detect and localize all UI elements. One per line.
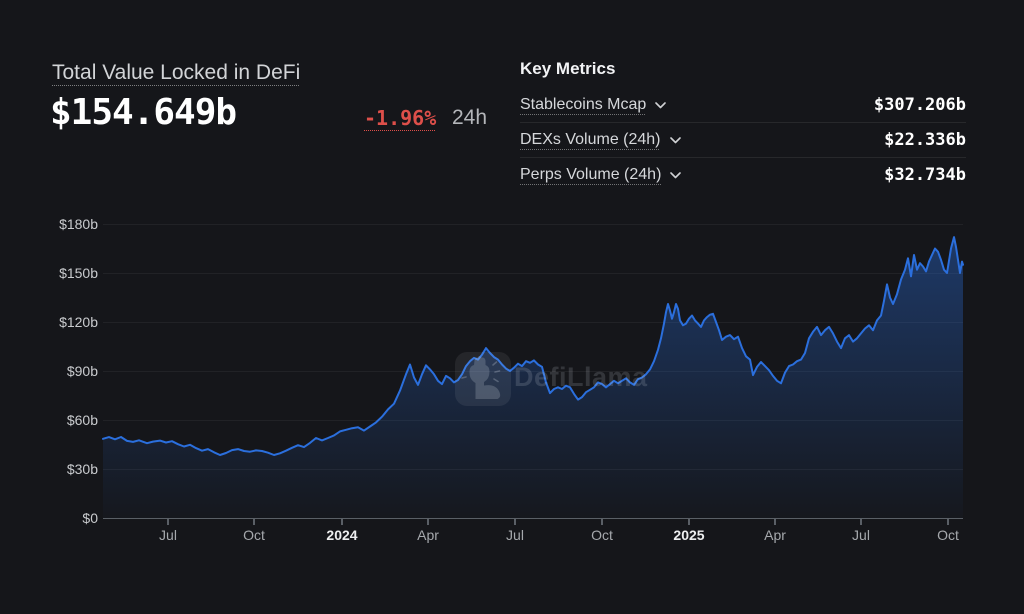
tvl-series-canvas[interactable]	[102, 224, 964, 518]
metric-label[interactable]: DEXs Volume (24h)	[520, 131, 661, 148]
metric-row: Perps Volume (24h) $32.734b	[520, 158, 966, 192]
tvl-change-badge[interactable]: -1.96%	[364, 106, 437, 130]
x-axis-label: 2025	[673, 527, 705, 543]
x-axis-tick	[947, 518, 949, 525]
x-axis-label: Jul	[852, 527, 870, 543]
tvl-value: $154.649b	[50, 92, 237, 133]
x-axis-tick	[167, 518, 169, 525]
x-axis-label: Oct	[937, 527, 959, 543]
metric-row: Stablecoins Mcap $307.206b	[520, 88, 966, 123]
x-axis-label: Apr	[417, 527, 439, 543]
chevron-down-icon[interactable]	[655, 101, 667, 109]
tvl-area-fill	[103, 237, 963, 518]
watermark-text: DefiLlama	[514, 362, 648, 392]
metric-value: $22.336b	[884, 130, 966, 150]
metric-label[interactable]: Stablecoins Mcap	[520, 96, 647, 113]
tvl-change-period: 24h	[452, 106, 488, 129]
y-axis-label: $120b	[59, 314, 98, 330]
y-gridline	[103, 273, 963, 274]
x-axis-label: Jul	[159, 527, 177, 543]
metric-label[interactable]: Perps Volume (24h)	[520, 166, 662, 183]
x-axis-label: Oct	[591, 527, 613, 543]
y-axis-label: $60b	[66, 412, 98, 428]
metric-value: $32.734b	[884, 165, 966, 185]
key-metrics-rows: Stablecoins Mcap $307.206b DEXs Volume (24…	[520, 88, 966, 192]
x-axis-label: 2024	[326, 527, 358, 543]
x-axis-label: Jul	[506, 527, 524, 543]
key-metrics-title: Key Metrics	[520, 59, 616, 78]
chevron-down-icon[interactable]	[669, 136, 681, 144]
tvl-line-series	[102, 236, 964, 456]
y-axis-label: $30b	[66, 461, 98, 477]
chevron-down-icon[interactable]	[670, 171, 682, 179]
metric-value: $307.206b	[873, 95, 966, 115]
metric-row: DEXs Volume (24h) $22.336b	[520, 123, 966, 158]
x-axis-tick	[427, 518, 429, 525]
x-axis-line	[103, 518, 963, 519]
x-axis-tick	[253, 518, 255, 525]
metric-dropdown-toggle[interactable]: Perps Volume (24h)	[520, 166, 682, 184]
y-axis-label: $180b	[59, 216, 98, 232]
y-axis-label: $90b	[66, 363, 98, 379]
y-axis-label: $150b	[59, 265, 98, 281]
key-metrics-panel: Key Metrics Stablecoins Mcap $307.206b DEX…	[520, 59, 966, 192]
x-axis-label: Oct	[243, 527, 265, 543]
metric-dropdown-toggle[interactable]: Stablecoins Mcap	[520, 96, 667, 114]
x-axis-tick	[774, 518, 776, 525]
x-axis-label: Apr	[764, 527, 786, 543]
x-axis-tick	[688, 518, 690, 525]
x-axis-tick	[860, 518, 862, 525]
y-gridline	[103, 322, 963, 323]
x-axis-tick	[514, 518, 516, 525]
x-axis-tick	[341, 518, 343, 525]
x-axis-tick	[601, 518, 603, 525]
page-title[interactable]: Total Value Locked in DeFi	[52, 61, 301, 84]
y-gridline	[103, 224, 963, 225]
metric-dropdown-toggle[interactable]: DEXs Volume (24h)	[520, 131, 681, 149]
y-axis-label: $0	[82, 510, 98, 526]
defillama-llama-logo-icon	[455, 352, 511, 406]
